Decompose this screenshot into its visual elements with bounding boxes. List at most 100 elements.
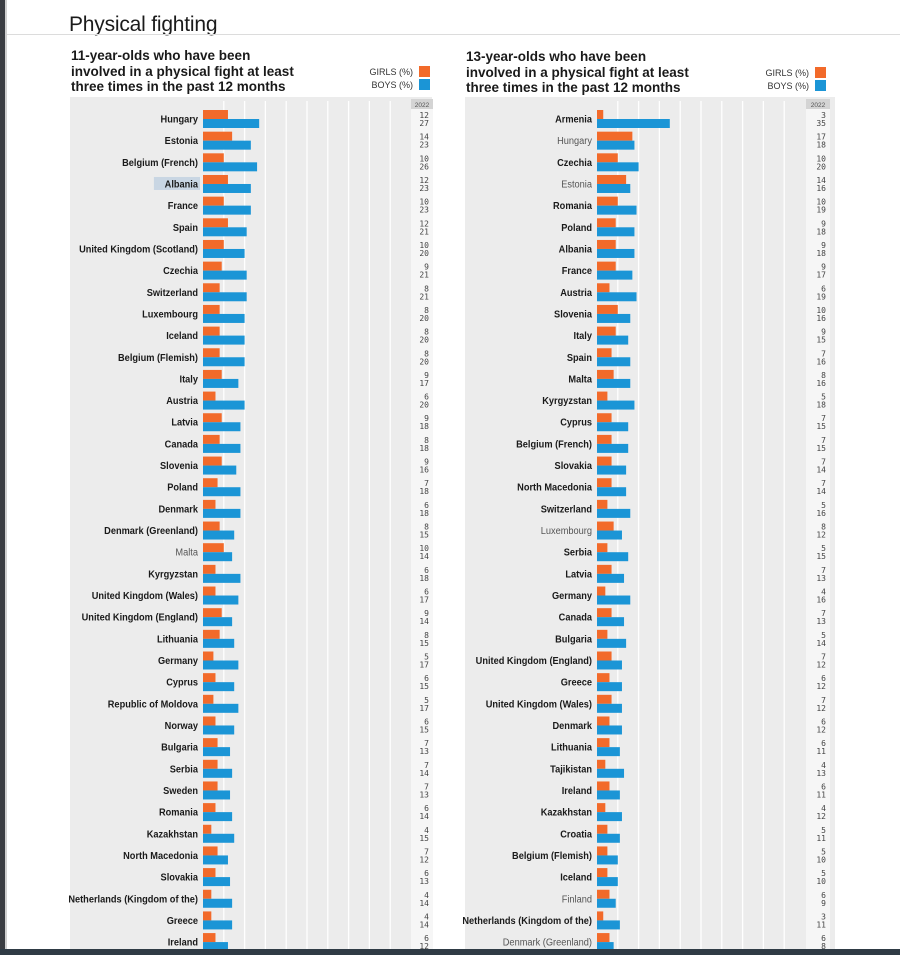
bar-boys xyxy=(203,833,235,843)
value-label-boys: 18 xyxy=(419,444,429,453)
legend-label-boys: BOYS (%) xyxy=(767,80,809,91)
country-label: Belgium (French) xyxy=(516,439,592,451)
legend-swatch-boys xyxy=(815,80,826,91)
bar-girls xyxy=(203,868,216,878)
value-label-boys: 19 xyxy=(816,206,826,215)
value-label-girls: 10 xyxy=(816,306,826,315)
value-label-boys: 14 xyxy=(816,487,826,496)
bar-girls xyxy=(597,348,612,358)
value-label-girls: 10 xyxy=(419,241,429,250)
bar-boys xyxy=(597,617,625,627)
value-label-boys: 15 xyxy=(419,531,429,540)
value-label-boys: 20 xyxy=(419,401,429,410)
country-label: Austria xyxy=(166,396,198,408)
value-label-girls: 10 xyxy=(816,198,826,207)
value-label-girls: 7 xyxy=(424,761,429,770)
value-label-boys: 14 xyxy=(419,769,429,778)
bar-boys xyxy=(597,833,620,843)
bar-boys xyxy=(203,183,251,193)
country-label: Malta xyxy=(175,547,198,559)
value-label-boys: 14 xyxy=(816,639,826,648)
value-label-girls: 8 xyxy=(424,284,429,293)
value-label-boys: 10 xyxy=(816,877,826,886)
country-label: United Kingdom (England) xyxy=(476,656,592,668)
country-label: Netherlands (Kingdom of the) xyxy=(462,915,592,927)
value-column-background xyxy=(411,109,433,955)
country-label: Spain xyxy=(173,222,198,234)
value-header-background xyxy=(411,99,433,109)
window-left-edge xyxy=(0,0,5,955)
value-label-boys: 16 xyxy=(816,184,826,193)
country-label: Denmark xyxy=(553,720,593,732)
value-label-girls: 7 xyxy=(821,609,826,618)
value-header-background xyxy=(806,99,830,109)
bar-boys xyxy=(203,855,228,865)
value-label-girls: 8 xyxy=(424,631,429,640)
label-highlight xyxy=(153,176,200,190)
bar-boys xyxy=(203,747,231,757)
chart-title-line: three times in the past 12 months xyxy=(71,79,286,94)
country-label: Bulgaria xyxy=(161,742,198,754)
value-label-girls: 5 xyxy=(821,393,826,402)
country-label: France xyxy=(562,266,593,278)
country-label: Hungary xyxy=(557,136,592,148)
value-label-girls: 7 xyxy=(821,566,826,575)
value-label-boys: 23 xyxy=(419,206,429,215)
value-label-boys: 15 xyxy=(816,444,826,453)
value-label-boys: 23 xyxy=(419,141,429,150)
value-label-girls: 3 xyxy=(821,111,826,120)
country-label: Hungary xyxy=(161,114,199,126)
country-label: Italy xyxy=(574,331,593,343)
value-label-boys: 11 xyxy=(816,747,826,756)
country-label: Belgium (Flemish) xyxy=(118,352,198,364)
country-label: Denmark (Greenland) xyxy=(104,526,198,538)
country-label: Norway xyxy=(165,720,199,732)
bar-girls xyxy=(597,651,612,661)
value-label-girls: 6 xyxy=(821,934,826,943)
value-label-boys: 19 xyxy=(816,292,826,301)
value-label-boys: 12 xyxy=(419,942,429,951)
value-label-girls: 6 xyxy=(821,782,826,791)
bar-girls xyxy=(203,586,216,596)
legend-13yo: GIRLS (%) BOYS (%) xyxy=(706,66,826,92)
bar-girls xyxy=(597,218,616,228)
bar-girls xyxy=(203,889,212,899)
bar-girls xyxy=(203,673,216,683)
country-label: Bulgaria xyxy=(555,634,592,646)
country-label: Sweden xyxy=(163,785,198,797)
country-label: United Kingdom (Wales) xyxy=(486,699,592,711)
value-label-boys: 9 xyxy=(821,899,826,908)
value-label-girls: 6 xyxy=(424,934,429,943)
bar-girls xyxy=(597,759,606,769)
bar-boys xyxy=(597,660,622,670)
value-label-boys: 13 xyxy=(419,747,429,756)
country-label: France xyxy=(168,201,199,213)
bar-girls xyxy=(203,608,222,618)
country-label: Finland xyxy=(562,894,592,906)
country-label: Iceland xyxy=(560,872,592,884)
country-label: Italy xyxy=(180,374,199,386)
value-label-girls: 9 xyxy=(424,458,429,467)
value-label-boys: 17 xyxy=(816,271,826,280)
bar-girls xyxy=(203,651,214,661)
value-label-boys: 8 xyxy=(821,942,826,951)
bar-boys xyxy=(597,400,635,410)
bar-girls xyxy=(203,716,216,726)
bar-boys xyxy=(203,270,247,280)
value-label-girls: 7 xyxy=(424,782,429,791)
value-label-girls: 5 xyxy=(821,501,826,510)
value-label-girls: 7 xyxy=(821,436,826,445)
value-label-boys: 12 xyxy=(816,661,826,670)
bar-girls xyxy=(597,131,633,141)
country-label: Latvia xyxy=(565,569,592,581)
value-label-boys: 11 xyxy=(816,834,826,843)
value-label-girls: 10 xyxy=(419,198,429,207)
value-label-girls: 6 xyxy=(821,891,826,900)
bar-girls xyxy=(203,131,233,141)
bar-girls xyxy=(203,348,220,358)
value-label-girls: 10 xyxy=(816,154,826,163)
value-column-background xyxy=(806,109,830,955)
value-label-boys: 18 xyxy=(816,141,826,150)
value-label-girls: 14 xyxy=(816,176,826,185)
bar-boys xyxy=(597,942,614,952)
